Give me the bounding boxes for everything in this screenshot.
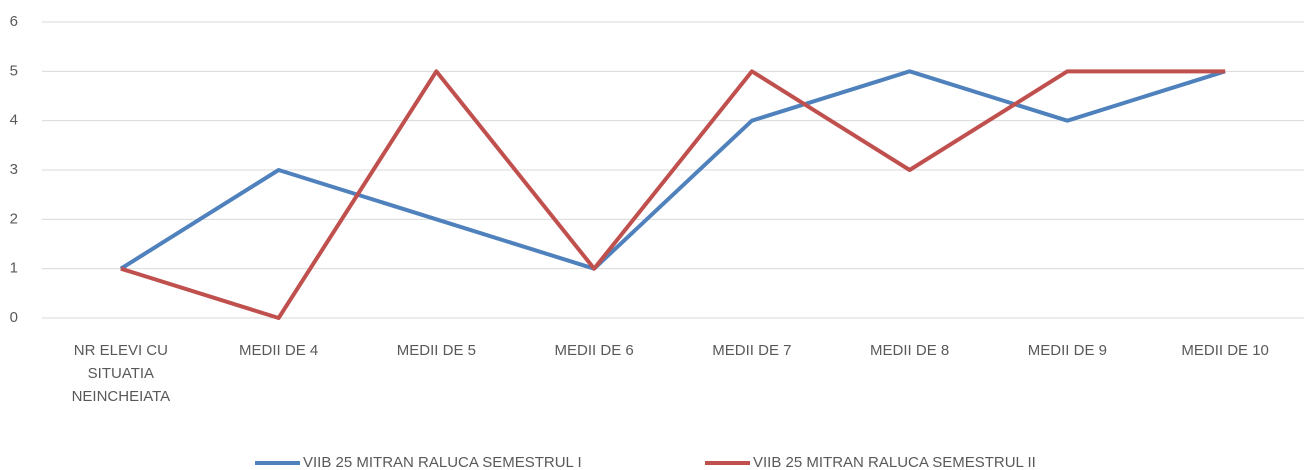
y-tick-label: 1 bbox=[10, 260, 18, 277]
legend-label: VIIB 25 MITRAN RALUCA SEMESTRUL II bbox=[753, 454, 1036, 470]
x-tick-label: MEDII DE 5 bbox=[396, 342, 476, 359]
legend-label: VIIB 25 MITRAN RALUCA SEMESTRUL I bbox=[303, 454, 582, 470]
series-line bbox=[120, 69, 1226, 320]
x-tick-label: MEDII DE 4 bbox=[239, 342, 319, 359]
y-tick-label: 2 bbox=[10, 210, 18, 227]
x-tick-label: MEDII DE 9 bbox=[1027, 342, 1107, 359]
y-tick-label: 3 bbox=[10, 161, 18, 178]
y-tick-label: 6 bbox=[10, 13, 18, 30]
x-tick-label: NR ELEVI CU SITUATIA NEINCHEIATA bbox=[71, 342, 171, 405]
y-tick-label: 0 bbox=[10, 309, 18, 326]
x-tick-label: MEDII DE 10 bbox=[1181, 342, 1269, 359]
y-tick-label: 5 bbox=[10, 62, 18, 79]
x-tick-label: MEDII DE 7 bbox=[712, 342, 792, 359]
series-line bbox=[119, 69, 1226, 271]
y-tick-label: 4 bbox=[10, 112, 18, 129]
x-tick-label: MEDII DE 6 bbox=[554, 342, 634, 359]
x-tick-label: MEDII DE 8 bbox=[870, 342, 950, 359]
